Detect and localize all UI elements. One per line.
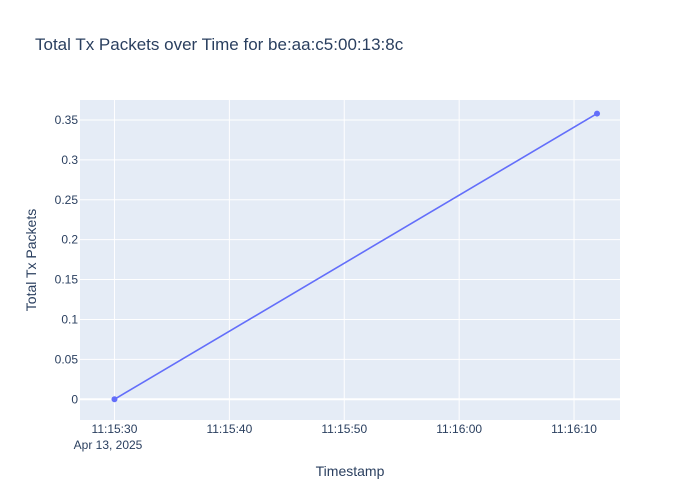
data-point[interactable] [594, 110, 601, 117]
data-point[interactable] [111, 396, 118, 403]
x-tick-label: 11:16:10 [551, 422, 597, 436]
tick-layer: 11:15:30 11:15:40 11:15:50 11:16:00 11:16:10… [55, 113, 598, 436]
x-axis-title: Timestamp [316, 463, 385, 479]
y-tick-label: 0.15 [55, 273, 79, 287]
x-tick-label: 11:15:50 [321, 422, 367, 436]
y-tick-label: 0.25 [55, 193, 79, 207]
x-tick-label: 11:15:40 [206, 422, 252, 436]
series-layer [111, 110, 601, 403]
series-line [114, 112, 598, 400]
y-tick-label: 0.3 [61, 153, 78, 167]
y-tick-label: 0 [71, 392, 78, 406]
y-axis-title: Total Tx Packets [23, 209, 39, 311]
x-tick-label: 11:15:30 [92, 422, 138, 436]
grid-layer [80, 100, 620, 420]
y-tick-label: 0.05 [55, 352, 79, 366]
y-tick-label: 0.1 [61, 312, 78, 326]
x-tick-label: 11:16:00 [436, 422, 482, 436]
y-tick-label: 0.35 [55, 113, 79, 127]
chart-title: Total Tx Packets over Time for be:aa:c5:… [35, 35, 404, 54]
x-axis-date-label: Apr 13, 2025 [74, 438, 143, 452]
y-tick-label: 0.2 [61, 233, 78, 247]
